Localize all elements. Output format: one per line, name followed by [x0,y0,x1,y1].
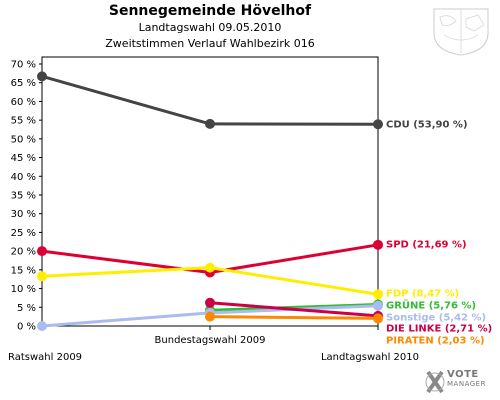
y-tick-label: 20 % [11,247,36,258]
y-tick-label: 50 % [11,134,36,145]
y-tick-label: 5 % [17,303,36,314]
series-line-die-linke [209,301,379,318]
series-line-cdu [41,74,379,126]
logo-subtext: MANAGER [447,380,486,388]
series-end-label: Sonstige (5,42 %) [386,313,486,324]
x-category-label: Bundestagswahl 2009 [155,335,266,346]
data-point [373,119,383,130]
y-tick-label: 65 % [11,78,36,89]
y-tick-label: 30 % [11,209,36,220]
coat-of-arms-icon [433,8,489,56]
y-tick-label: 55 % [11,116,36,127]
data-point [373,239,383,250]
series-end-label: SPD (21,69 %) [386,240,467,251]
y-tick-label: 40 % [11,172,36,183]
y-tick-label: 0 % [17,322,36,333]
x-category-label: Landtagswahl 2010 [321,352,419,363]
data-point [205,118,215,129]
vote-manager-logo: VOTE MANAGER [425,365,500,397]
data-point [373,313,383,324]
data-point [37,246,47,257]
y-tick-label: 70 % [11,60,36,71]
chart-subtitle: Landtagswahl 09.05.2010 [138,21,282,34]
logo-text: VOTE [447,369,479,380]
data-point [205,311,215,322]
vote-x-icon [425,370,445,394]
series-end-label: DIE LINKE (2,71 %) [386,324,492,335]
chart-title: Sennegemeinde Hövelhof [108,3,312,19]
y-tick-label: 15 % [11,265,36,276]
data-point [37,321,47,331]
chart-subtitle-2: Zweitstimmen Verlauf Wahlbezirk 016 [105,37,315,50]
series-end-label: FDP (8,47 %) [386,289,459,300]
series-end-label: CDU (53,90 %) [386,120,468,131]
series-end-label: PIRATEN (2,03 %) [386,336,485,347]
data-point [373,300,383,311]
x-category-label: Ratswahl 2009 [8,352,82,363]
data-point [205,262,215,273]
series-line-piraten [209,315,379,320]
y-tick-label: 60 % [11,97,36,108]
y-tick-label: 25 % [11,228,36,239]
y-tick-label: 10 % [11,284,36,295]
data-point [37,271,47,282]
data-point [373,289,383,300]
data-point [205,297,215,308]
y-tick-label: 45 % [11,153,36,164]
y-tick-label: 35 % [11,191,36,202]
data-point [37,71,47,82]
series-end-label: GRÜNE (5,76 %) [386,298,476,312]
